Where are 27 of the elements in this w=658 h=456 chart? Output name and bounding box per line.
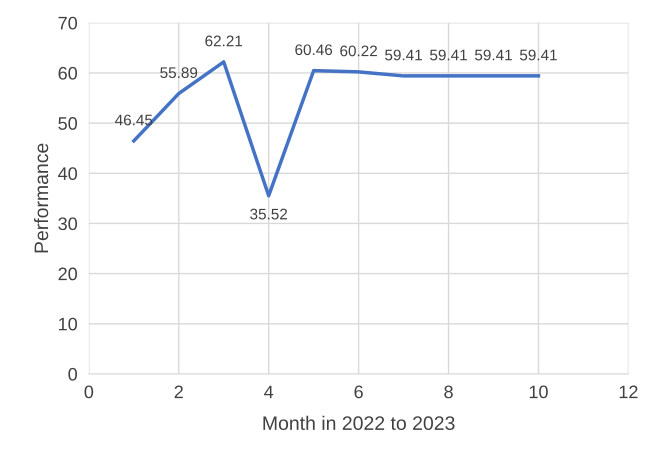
data-label: 59.41 [520, 50, 557, 60]
x-axis-title: Month in 2022 to 2023 [263, 416, 455, 430]
y-tick-label: 20 [58, 268, 78, 280]
y-tick-label: 40 [58, 167, 78, 180]
data-label: 55.89 [160, 67, 198, 78]
x-tick-label: 10 [530, 386, 548, 398]
y-tick-label: 10 [59, 318, 78, 330]
x-tick-label: 4 [264, 386, 274, 398]
y-axis-title: Performance [34, 144, 48, 252]
x-tick-label: 2 [174, 386, 183, 398]
x-tick-label: 0 [84, 386, 94, 398]
y-tick-label: 30 [58, 217, 78, 230]
x-tick-label: 8 [444, 386, 453, 398]
x-tick-label: 12 [620, 386, 638, 398]
y-tick-label: 70 [58, 16, 78, 30]
data-label: 35.52 [250, 208, 288, 220]
y-tick-label: 0 [68, 368, 78, 381]
y-tick-label: 50 [58, 117, 78, 130]
data-label: 60.22 [340, 46, 377, 56]
data-label: 60.46 [295, 44, 332, 56]
data-label: 59.41 [385, 50, 422, 60]
y-tick-label: 60 [58, 66, 78, 80]
x-tick-label: 6 [354, 386, 363, 398]
data-label: 62.21 [205, 36, 242, 46]
data-label: 46.45 [115, 114, 152, 126]
data-label: 59.41 [474, 50, 512, 60]
data-label: 59.41 [430, 50, 467, 60]
